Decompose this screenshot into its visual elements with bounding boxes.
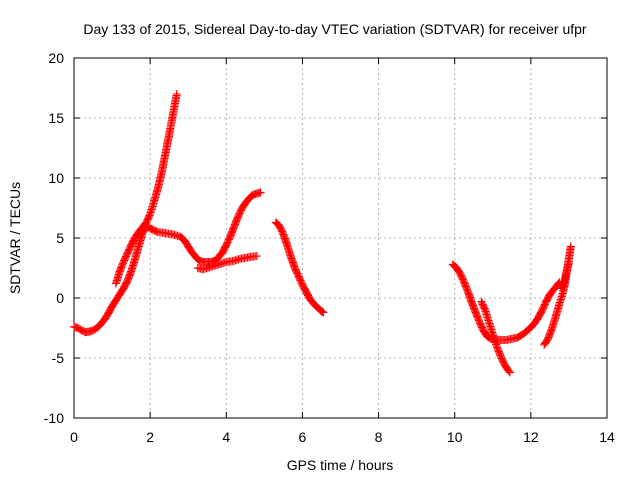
y-tick-label: 15: [48, 110, 64, 126]
y-tick-label: -5: [52, 350, 65, 366]
data-point: [504, 367, 514, 376]
data-point: [564, 259, 573, 268]
data-point: [566, 242, 575, 251]
axis-ticks: [73, 57, 608, 419]
data-point: [145, 211, 154, 220]
chart-title: Day 133 of 2015, Sidereal Day-to-day VTE…: [83, 21, 587, 37]
x-tick-label: 4: [222, 429, 230, 445]
data-series: [557, 259, 573, 293]
data-series: [193, 251, 261, 274]
y-tick-labels: -10 -5 0 5 10 15 20: [44, 50, 64, 426]
x-axis-label: GPS time / hours: [287, 457, 394, 473]
data-point: [252, 251, 261, 261]
data-series: [477, 297, 514, 377]
data-point: [172, 89, 181, 99]
x-tick-labels: 0 2 4 6 8 10 12 14: [70, 429, 615, 445]
y-tick-label: 5: [56, 230, 64, 246]
data-point: [480, 304, 489, 313]
data-series: [271, 218, 328, 317]
data-point: [505, 368, 514, 377]
data-point: [319, 308, 328, 317]
x-tick-label: 12: [523, 429, 539, 445]
y-axis-label: SDTVAR / TECUs: [7, 182, 23, 294]
x-tick-label: 6: [299, 429, 307, 445]
data-series: [111, 89, 181, 288]
y-tick-label: -10: [44, 410, 64, 426]
data-point: [256, 188, 265, 197]
y-tick-label: 10: [48, 170, 64, 186]
y-tick-label: 0: [56, 290, 64, 306]
data-marks: [69, 89, 575, 377]
grid: [74, 58, 607, 418]
x-tick-label: 2: [146, 429, 154, 445]
x-tick-label: 14: [599, 429, 615, 445]
y-tick-label: 20: [48, 50, 64, 66]
data-point: [318, 307, 327, 316]
x-tick-label: 8: [375, 429, 383, 445]
x-tick-label: 10: [447, 429, 463, 445]
x-tick-label: 0: [70, 429, 78, 445]
data-series: [448, 260, 564, 345]
data-series: [69, 188, 265, 337]
